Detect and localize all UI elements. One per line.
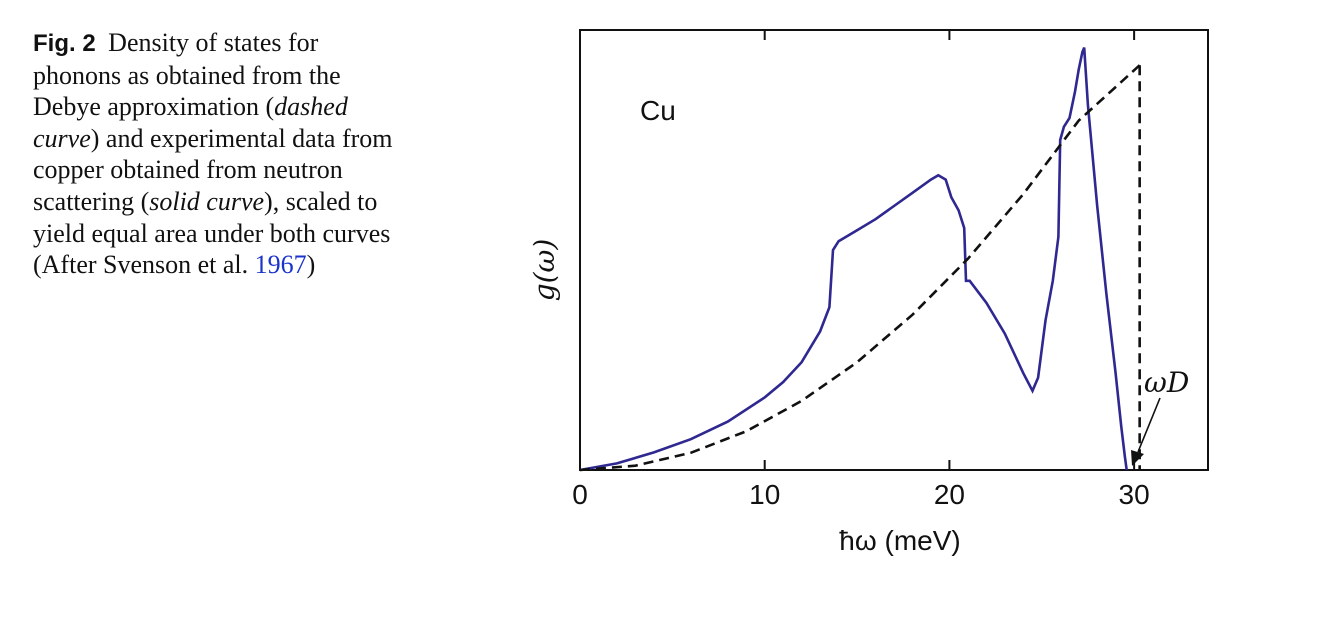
caption-solid-term: solid curve	[149, 186, 265, 216]
figure-label: Fig. 2	[33, 30, 96, 57]
y-axis-label: g(ω)	[528, 239, 561, 302]
reference-link[interactable]: 1967	[254, 250, 307, 280]
x-tick-label-20: 20	[934, 479, 965, 510]
plot-frame	[579, 29, 1209, 471]
x-axis-label: ħω (meV)	[839, 525, 960, 556]
caption-text-1: Density of states for phonons as obtaine…	[33, 28, 341, 122]
caption-text-3: ), scaled to yield equal area under both…	[33, 186, 391, 280]
caption-text-4: )	[306, 250, 316, 280]
density-of-states-chart: 0 10 20 30 Cu ωD ħω (meV) g(ω)	[520, 20, 1240, 580]
omega-d-label: ωD	[1144, 366, 1189, 399]
series-solid-neutron-scattering	[579, 47, 1128, 472]
chart-svg: 0 10 20 30 Cu ωD ħω (meV) g(ω)	[528, 29, 1209, 556]
x-tick-label-10: 10	[749, 479, 780, 510]
caption-text-2: ) and experimental data from copper obta…	[33, 123, 393, 216]
cu-annotation: Cu	[640, 95, 676, 126]
x-tick-label-30: 30	[1119, 479, 1150, 510]
omega-d-arrow-head	[1131, 450, 1144, 466]
caption-dashed-term: dashed curve	[33, 92, 348, 153]
tick-label-group: 0 10 20 30	[572, 479, 1149, 510]
omega-d-arrow-shaft	[1137, 397, 1161, 453]
x-tick-label-0: 0	[572, 479, 588, 510]
figure-caption: Fig. 2 Density of states for phonons as …	[33, 27, 408, 281]
